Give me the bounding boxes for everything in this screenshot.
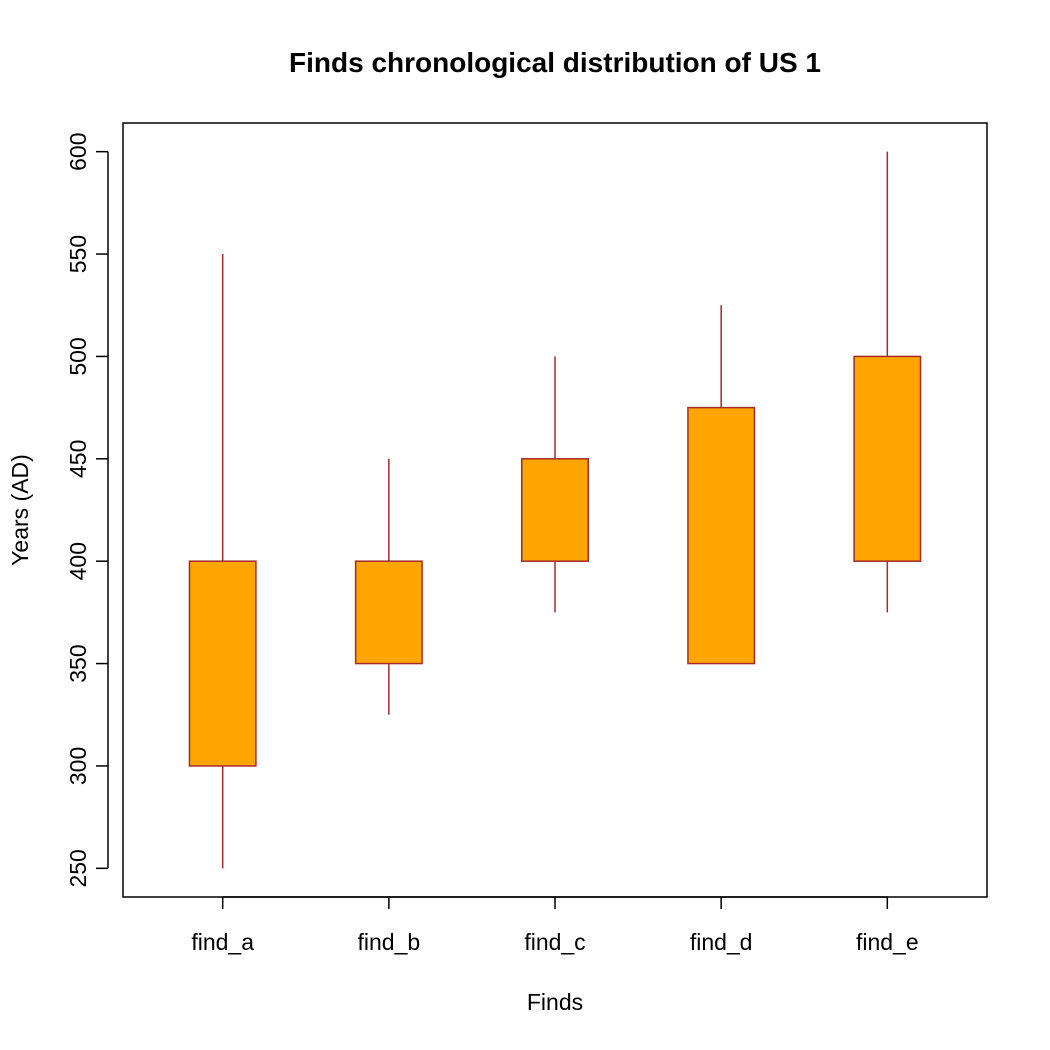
x-tick-label: find_b [358, 929, 421, 955]
x-axis: find_a find_b find_c find_d find_e [191, 896, 919, 955]
box-find_c [521, 356, 589, 613]
box-find_d [687, 305, 756, 665]
x-tick-label: find_c [524, 929, 585, 955]
y-tick-label: 500 [65, 337, 91, 375]
y-axis: 250 300 350 400 450 500 550 600 [65, 132, 109, 888]
y-tick-label: 400 [65, 542, 91, 580]
box-find_a [188, 254, 257, 869]
y-tick-label: 550 [65, 235, 91, 273]
box-body [354, 560, 423, 665]
x-tick-label: find_a [191, 929, 254, 955]
box-body [521, 458, 589, 562]
x-tick-label: find_d [690, 929, 753, 955]
y-tick-label: 300 [65, 747, 91, 785]
box-body [188, 560, 257, 767]
y-tick-label: 250 [65, 849, 91, 887]
y-tick-label: 600 [65, 132, 91, 170]
y-tick-label: 350 [65, 644, 91, 682]
x-tick-label: find_e [856, 929, 919, 955]
x-axis-label: Finds [527, 989, 583, 1015]
y-axis-label: Years (AD) [7, 454, 33, 566]
chart-title: Finds chronological distribution of US 1 [289, 47, 821, 78]
box-body [687, 406, 756, 665]
box-find_b [354, 458, 423, 715]
box-body [853, 355, 922, 562]
box-series [188, 151, 922, 869]
box-find_e [853, 151, 922, 613]
y-tick-label: 450 [65, 440, 91, 478]
